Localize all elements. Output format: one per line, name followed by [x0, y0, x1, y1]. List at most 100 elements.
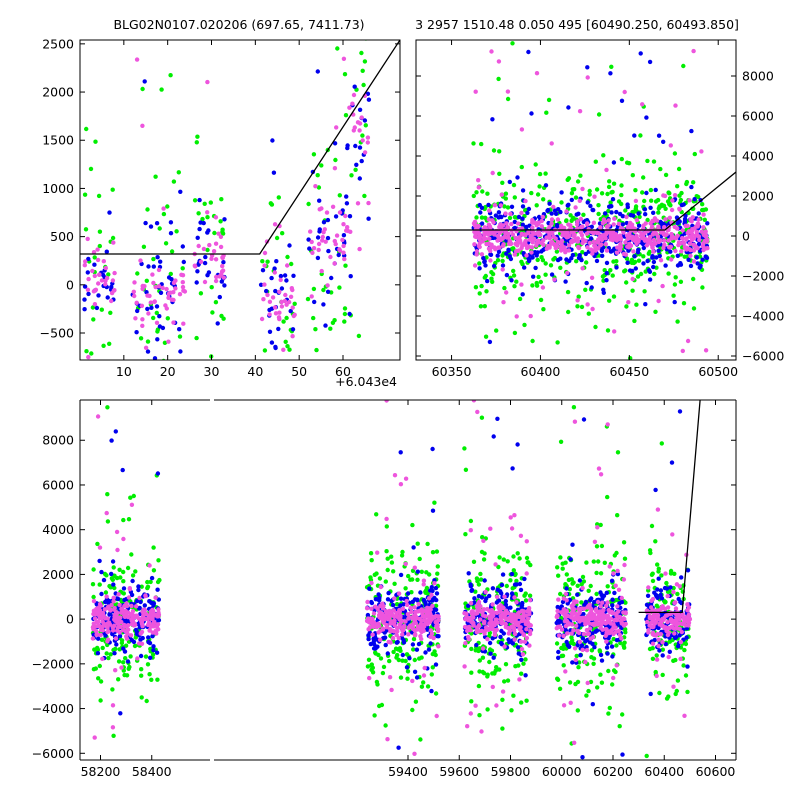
- season-data-point: [500, 263, 506, 268]
- full-data-point: [468, 711, 473, 716]
- zoom-data-point: [166, 339, 171, 344]
- zoom-data-point: [168, 220, 174, 225]
- full-data-point: [392, 623, 397, 628]
- season-data-point: [611, 235, 616, 240]
- full-data-point: [510, 641, 515, 646]
- full-data-point: [95, 414, 101, 419]
- season-data-point: [534, 71, 540, 76]
- full-data-point: [421, 628, 426, 633]
- full-data-point: [471, 559, 477, 564]
- full-data-point: [555, 565, 560, 570]
- full-data-point: [147, 672, 152, 677]
- zoom-data-point: [317, 198, 322, 203]
- full-data-point: [126, 595, 132, 600]
- zoom-data-point: [139, 303, 145, 308]
- season-data-point: [566, 243, 572, 248]
- full-data-point: [613, 629, 619, 635]
- season-data-point: [604, 260, 610, 266]
- zoom-data-point: [142, 284, 147, 289]
- full-data-point: [136, 587, 141, 593]
- full-data-point: [650, 578, 656, 584]
- zoom-data-point: [341, 250, 346, 255]
- season-data-point: [688, 253, 693, 258]
- season-data-point: [490, 218, 495, 223]
- season-data-point: [691, 48, 696, 54]
- zoom-data-point: [342, 72, 348, 77]
- season-data-point: [588, 236, 594, 241]
- full-data-point: [403, 619, 408, 624]
- full-data-point: [569, 622, 575, 627]
- full-data-point: [132, 643, 138, 649]
- season-data-point: [476, 178, 481, 183]
- full-data-point: [575, 643, 580, 648]
- season-data-point: [668, 143, 673, 148]
- full-data-point: [586, 603, 591, 609]
- full-data-point: [504, 583, 509, 589]
- zoom-data-point: [325, 283, 330, 288]
- season-data-point: [575, 179, 581, 184]
- full-data-point: [419, 684, 425, 689]
- full-data-point: [415, 569, 420, 574]
- full-data-point: [376, 612, 382, 618]
- full-data-point: [611, 675, 616, 681]
- full-data-point: [378, 656, 384, 661]
- full-data-point: [109, 602, 114, 608]
- full-data-point: [469, 646, 474, 652]
- full-data-point: [514, 600, 519, 605]
- season-data-point: [651, 264, 656, 270]
- zoom-data-point: [110, 187, 115, 192]
- full-data-point: [674, 622, 679, 628]
- full-data-point: [605, 494, 610, 500]
- season-data-point: [520, 243, 525, 248]
- full-data-point: [133, 635, 138, 640]
- zoom-data-point: [194, 140, 199, 145]
- full-data-point: [387, 613, 393, 619]
- season-data-point: [633, 188, 638, 193]
- zoom-data-point: [347, 105, 352, 110]
- full-data-point: [149, 575, 155, 581]
- full-data-point: [685, 664, 690, 669]
- full-data-point: [476, 683, 482, 689]
- full-data-point: [678, 656, 683, 662]
- full-data-point: [105, 492, 110, 497]
- full-data-point: [429, 672, 434, 677]
- season-data-point: [604, 271, 609, 276]
- zoom-data-point: [333, 214, 339, 219]
- season-data-point: [472, 229, 477, 235]
- full-data-point: [524, 627, 529, 632]
- zoom-data-point: [218, 234, 224, 239]
- season-y-tick-label: 6000: [742, 109, 774, 124]
- season-data-point: [612, 329, 617, 334]
- full-data-point: [615, 604, 620, 609]
- full-data-point: [482, 551, 487, 556]
- full-data-point: [679, 575, 684, 580]
- zoom-data-point: [146, 311, 151, 316]
- season-data-point: [685, 338, 691, 344]
- season-data-point: [641, 254, 646, 259]
- full-data-point: [156, 597, 161, 602]
- zoom-data-point: [213, 278, 219, 284]
- season-data-point: [512, 195, 517, 200]
- zoom-data-point: [154, 320, 160, 325]
- full-data-point: [645, 593, 651, 598]
- zoom-data-point: [332, 261, 337, 266]
- season-data-point: [513, 235, 518, 241]
- zoom-data-point: [96, 293, 101, 298]
- full-data-point: [503, 662, 509, 667]
- full-data-point: [105, 625, 110, 630]
- full-data-point: [670, 532, 675, 537]
- zoom-data-point: [103, 282, 108, 287]
- full-data-point: [103, 633, 108, 638]
- full-data-point: [658, 588, 664, 593]
- full-data-point: [125, 659, 131, 664]
- zoom-data-point: [354, 162, 359, 167]
- season-data-point: [539, 255, 544, 260]
- full-data-point: [478, 577, 484, 582]
- zoom-data-point: [341, 243, 346, 249]
- full-data-point: [368, 641, 373, 647]
- full-data-point: [655, 507, 661, 512]
- season-data-point: [517, 296, 523, 302]
- zoom-data-point: [262, 282, 267, 287]
